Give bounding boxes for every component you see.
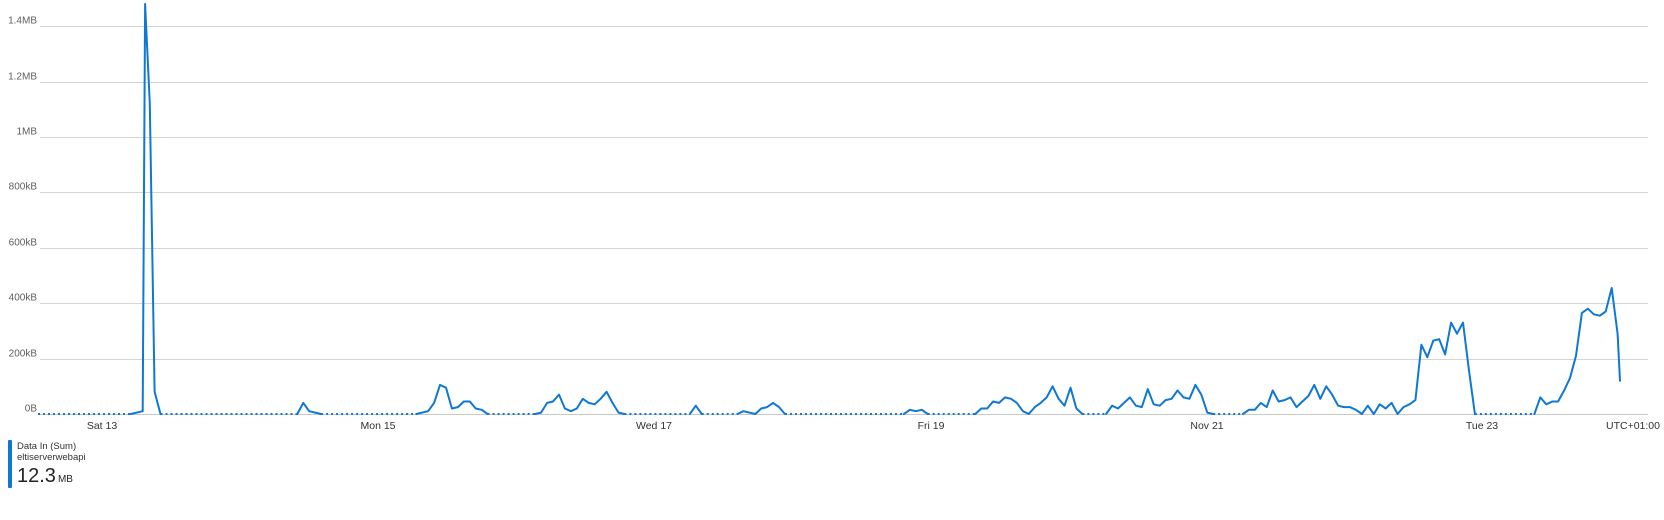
x-tick-label: Nov 21 [1190,420,1223,430]
legend-metric-name: Data In (Sum) [17,441,77,452]
series-line [129,3,1621,415]
x-tick-label: Sat 13 [87,420,118,430]
y-tick-label: 0B [25,404,38,415]
legend-total-unit: MB [57,474,73,485]
legend-item[interactable]: Data In (Sum) eltiserverwebapi 12.3 MB [8,440,86,488]
y-tick-label: 1MB [16,127,37,138]
timezone-label: UTC+01:00 [1606,420,1660,430]
x-tick-label: Wed 17 [636,420,672,430]
y-tick-label: 1.4MB [8,16,37,27]
legend-resource-name: eltiserverwebapi [17,452,86,463]
y-tick-label: 600kB [9,238,38,249]
legend-color-swatch [8,440,12,488]
chart-svg: 0B 200kB 400kB 600kB 800kB 1MB 1.2MB 1.4MB Sat 1… [8,3,1660,430]
legend-total-value: 12.3 [17,465,56,487]
line-chart: 0B 200kB 400kB 600kB 800kB 1MB 1.2MB 1.4MB Sat 1… [8,3,1660,430]
y-tick-label: 400kB [9,293,38,304]
legend-text: Data In (Sum) eltiserverwebapi 12.3 MB [17,440,86,488]
y-tick-label: 800kB [9,182,38,193]
x-tick-label: Mon 15 [360,420,395,430]
legend-total: 12.3 MB [17,465,86,491]
y-tick-label: 1.2MB [8,72,37,83]
x-tick-label: Tue 23 [1466,420,1498,430]
y-tick-label: 200kB [9,349,38,360]
x-tick-label: Fri 19 [918,420,945,430]
